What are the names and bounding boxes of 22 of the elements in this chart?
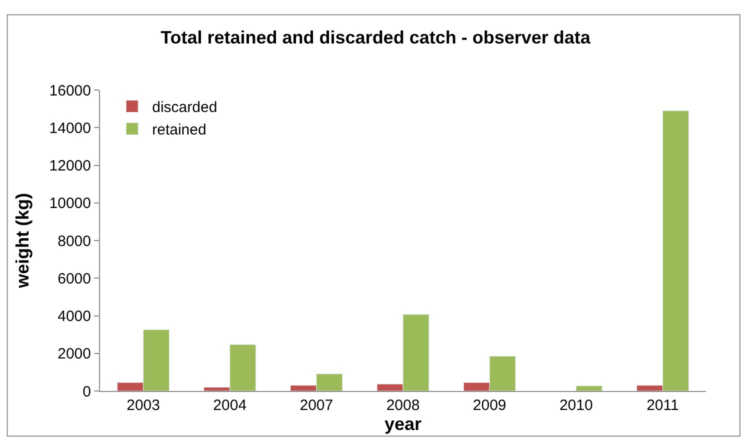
y-axis-title: weight (kg) — [12, 193, 32, 289]
y-tick-label: 6000 — [58, 270, 91, 288]
x-tick-label: 2007 — [300, 397, 334, 414]
bar — [576, 386, 602, 391]
y-tick-label: 14000 — [49, 120, 91, 137]
y-tick-label: 10000 — [49, 195, 91, 212]
x-axis-title: year — [384, 414, 422, 434]
x-tick-label: 2009 — [472, 397, 506, 414]
y-tick-label: 16000 — [49, 82, 91, 100]
y-tick-label: 4000 — [58, 308, 91, 325]
legend-label: retained — [152, 122, 206, 139]
x-tick-label: 2011 — [646, 397, 679, 414]
y-tick-label: 0 — [82, 383, 91, 400]
legend-label: discarded — [152, 99, 218, 116]
x-tick-label: 2010 — [559, 397, 593, 414]
y-tick-label: 2000 — [58, 346, 91, 363]
chart-title: Total retained and discarded catch - observer data — [160, 28, 592, 48]
y-tick-label: 12000 — [49, 158, 91, 174]
x-tick-label: 2004 — [213, 397, 247, 414]
x-tick-label: 2008 — [386, 397, 420, 414]
y-tick-label: 8000 — [58, 232, 91, 250]
x-tick-label: 2003 — [126, 397, 160, 414]
